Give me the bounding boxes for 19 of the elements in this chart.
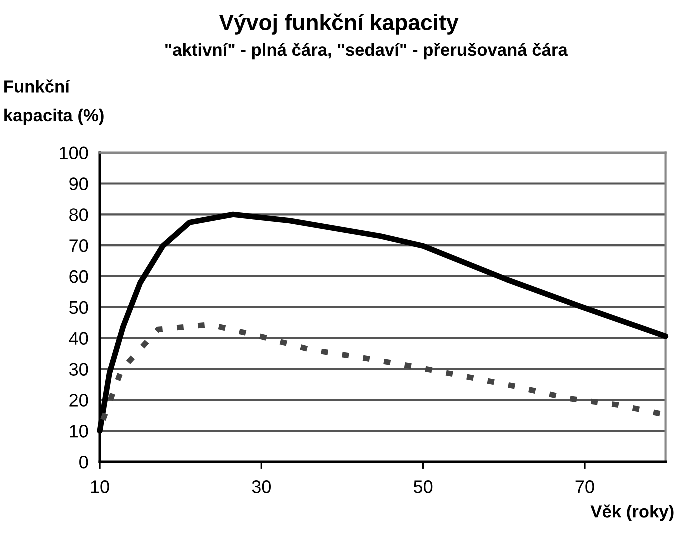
y-tick-label: 60 [70, 270, 88, 284]
y-tick-label: 20 [70, 394, 88, 407]
y-tick-label: 90 [70, 178, 88, 190]
y-tick-label: 50 [70, 301, 88, 314]
x-tick-label: 10 [91, 480, 110, 494]
y-tick-label: 70 [70, 240, 88, 252]
y-tick-label: 30 [70, 363, 88, 376]
chart-subtitle: "aktivní" - plná čára, "sedaví" - přerušovaná čára [166, 43, 568, 60]
x-axis-title: Věk (roky) [590, 504, 674, 522]
y-tick-label: 0 [80, 456, 88, 469]
y-tick-label: 80 [70, 208, 88, 222]
y-tick-label: 10 [70, 425, 88, 438]
chart-title: Vývoj funkční kapacity [219, 14, 459, 35]
x-tick-label: 70 [576, 480, 594, 494]
x-tick-label: 50 [414, 480, 433, 494]
y-tick-label: 40 [69, 332, 88, 346]
y-tick-label: 100 [60, 146, 88, 160]
x-tick-label: 30 [252, 480, 271, 494]
y-axis-title: Funkční kapacita (%) [4, 80, 104, 126]
